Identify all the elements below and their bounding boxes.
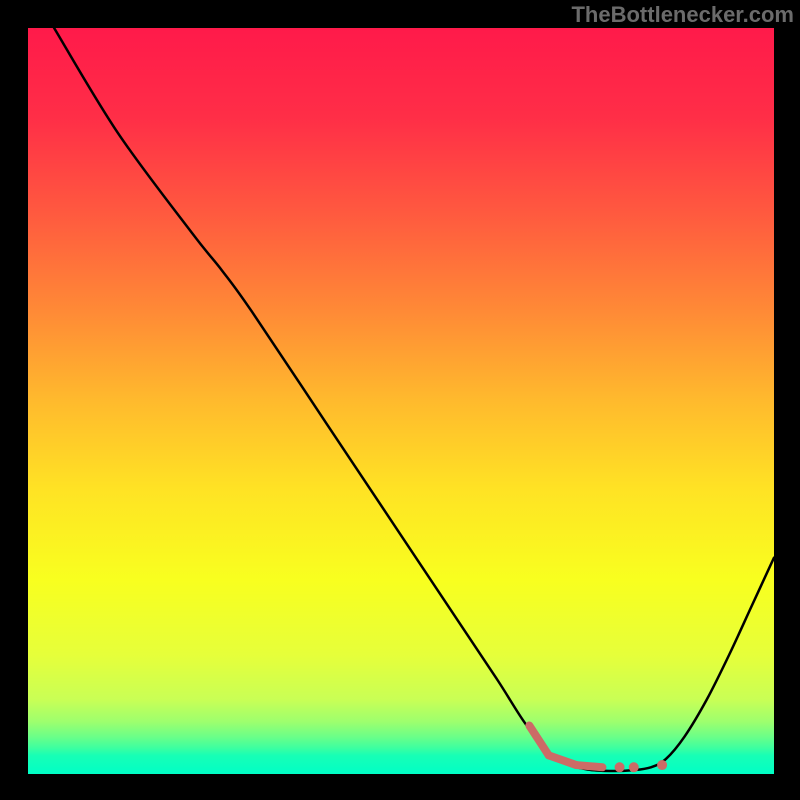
marker-segment	[576, 765, 602, 767]
marker-segment	[549, 755, 577, 765]
marker-dot	[615, 762, 625, 772]
plot-area	[28, 28, 774, 774]
watermark-text: TheBottlenecker.com	[571, 2, 794, 28]
bottleneck-curve	[54, 28, 774, 771]
marker-dot	[657, 760, 667, 770]
marker-segment	[529, 726, 548, 756]
marker-dot	[629, 762, 639, 772]
curve-svg	[28, 28, 774, 774]
